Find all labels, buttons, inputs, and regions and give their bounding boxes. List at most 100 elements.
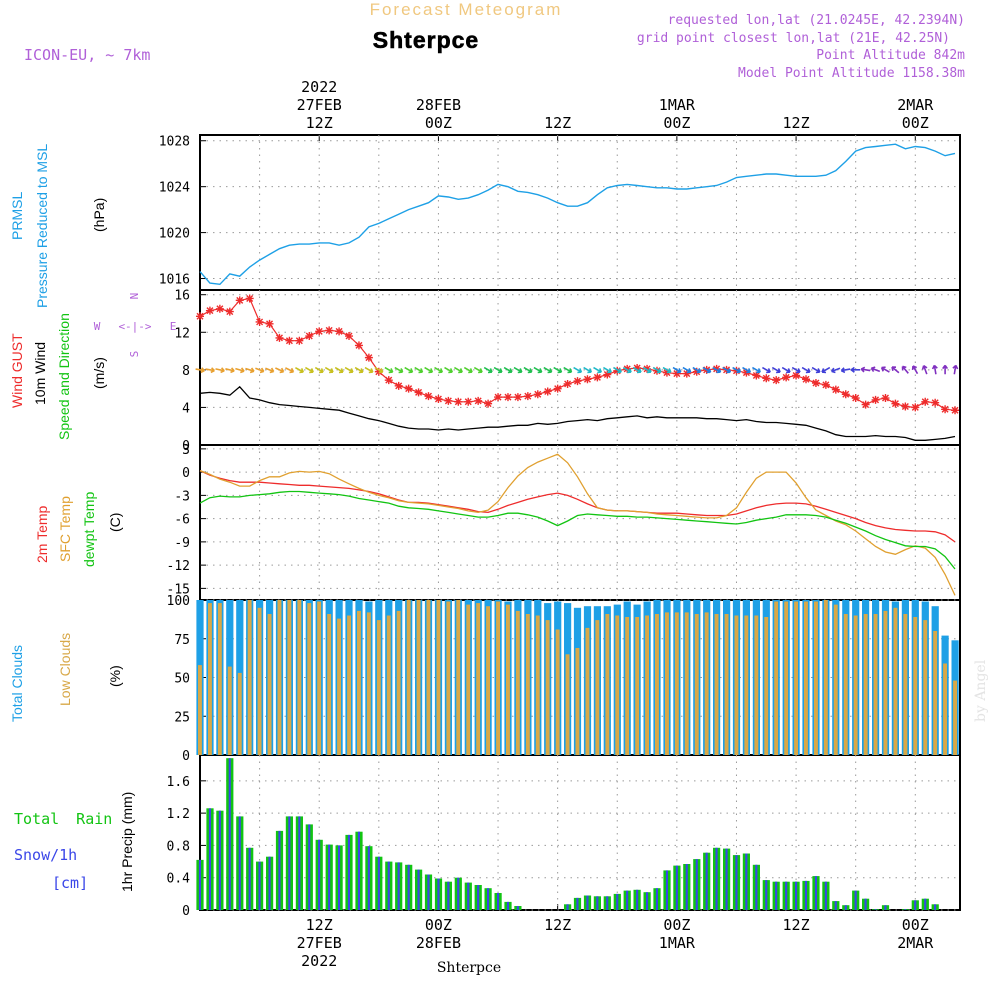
precip-bars — [196, 758, 939, 910]
wind-arrow — [632, 366, 642, 374]
wind-arrow — [870, 366, 881, 373]
wind-arrow — [533, 366, 543, 374]
gust-marker — [821, 380, 830, 389]
wind-arrow — [354, 366, 364, 374]
snow-bar — [417, 869, 420, 910]
panel-frame — [199, 289, 961, 446]
snow-bar — [606, 896, 609, 910]
wind-dir-label: Speed and Direction — [56, 313, 72, 440]
snow-bar — [844, 905, 847, 910]
wind-arrow — [255, 367, 265, 374]
gust-marker — [861, 400, 870, 409]
total-rain-label: Total Rain — [14, 810, 112, 828]
y-tick-label: 1028 — [159, 135, 190, 150]
low-cloud-bar — [347, 615, 351, 755]
snow-bar — [437, 878, 440, 910]
low-cloud-bar — [436, 600, 441, 755]
y-tick-label: 1016 — [159, 273, 190, 288]
wind-arrow — [454, 366, 463, 374]
snow-bar — [477, 885, 480, 910]
wind-speed-label: 10m Wind — [32, 342, 48, 405]
low-cloud-bar — [307, 603, 312, 755]
snow-bar — [447, 881, 450, 910]
snow-bar — [278, 830, 281, 910]
low-cloud-bar — [386, 615, 391, 755]
prmsl-short-label: PRMSL — [9, 192, 25, 240]
gust-marker — [593, 373, 602, 382]
low-cloud-bar — [774, 601, 779, 755]
y-tick-label: 0 — [182, 439, 190, 454]
wind-arrow — [364, 366, 374, 374]
wind-arrow — [762, 366, 771, 374]
snow-unit-label: [cm] — [52, 874, 88, 892]
footer-location: Shterpce — [437, 960, 501, 976]
snow-bar — [725, 848, 728, 910]
gust-marker — [394, 381, 403, 390]
low-cloud-bar — [227, 666, 232, 755]
gust-marker — [573, 377, 582, 386]
gust-marker — [921, 397, 930, 406]
wind-arrow — [830, 367, 841, 374]
wind-arrow — [722, 366, 732, 374]
low-cloud-bar — [625, 617, 630, 755]
location-title: Shterpce — [373, 27, 479, 53]
low-cloud-bar — [545, 620, 550, 755]
pressure-msl-label: Pressure Reduced to MSL — [34, 144, 50, 308]
gust-marker — [424, 392, 433, 401]
top-time-label: 2MAR — [897, 96, 934, 114]
low-cloud-bar — [893, 607, 898, 756]
bottom-time-label: 00Z — [902, 916, 929, 934]
low-cloud-bar — [237, 672, 242, 755]
snow-bar — [924, 898, 927, 910]
snow-bar — [457, 877, 460, 910]
snow-bar — [516, 906, 519, 910]
y-tick-label: 16 — [174, 289, 190, 304]
low-cloud-bar — [784, 601, 789, 755]
gust-marker — [603, 370, 612, 379]
gust-marker — [752, 371, 761, 380]
gust-marker — [891, 399, 900, 408]
wind-arrow — [840, 367, 851, 374]
wind-arrow — [573, 366, 583, 374]
bottom-time-label: 2022 — [301, 952, 337, 970]
wind-arrow — [215, 367, 225, 374]
gust-marker — [802, 375, 811, 384]
low-cloud-bar — [684, 612, 689, 755]
y-tick-label: 4 — [182, 401, 190, 416]
gust-marker — [553, 384, 562, 393]
wind-arrow — [692, 366, 702, 374]
wind-arrow — [672, 366, 682, 374]
gust-marker — [543, 387, 552, 396]
snow-bar — [626, 890, 629, 910]
wind-direction-arrows — [195, 364, 959, 375]
snow-bar — [576, 897, 579, 910]
wind-arrow — [821, 366, 831, 374]
low-cloud-bar — [426, 600, 431, 755]
low-cloud-bar — [555, 629, 560, 755]
snow-bar — [308, 824, 311, 910]
bottom-time-label: 27FEB — [297, 934, 342, 952]
gust-marker — [513, 393, 522, 402]
snow-bar — [785, 881, 788, 910]
low-cloud-bar — [943, 663, 947, 755]
wind-arrow — [473, 366, 483, 374]
snow-bar — [675, 865, 678, 910]
wind-arrow — [414, 366, 424, 374]
gust-marker — [881, 394, 890, 403]
low-cloud-bar — [814, 601, 818, 755]
gust-marker — [782, 373, 791, 382]
wind-arrow — [931, 364, 938, 375]
gust-marker — [494, 393, 503, 402]
gust-marker — [931, 398, 940, 407]
low-cloud-bar — [843, 614, 848, 755]
model-point-altitude: Model Point Altitude 1158.38m — [738, 66, 965, 81]
wind-arrow — [622, 366, 632, 374]
snow-bar — [616, 893, 619, 910]
low-cloud-bar — [515, 610, 520, 755]
y-tick-label: 0 — [182, 466, 190, 481]
wind-arrow — [245, 367, 255, 374]
top-time-label: 00Z — [425, 114, 452, 132]
gust-marker — [772, 376, 781, 385]
y-tick-label: -6 — [174, 513, 190, 528]
wind-arrow — [702, 366, 712, 374]
